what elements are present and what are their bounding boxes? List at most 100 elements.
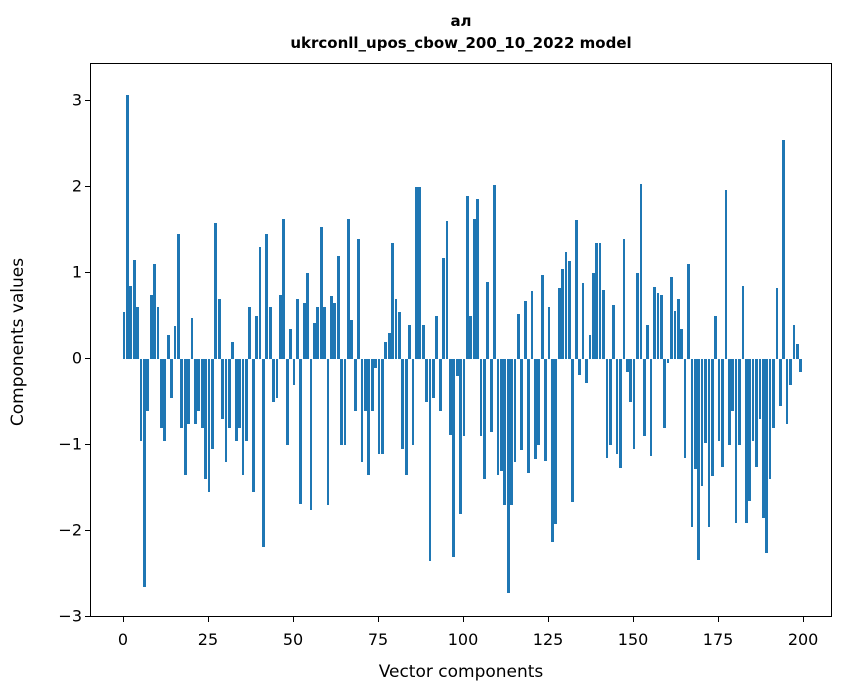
- y-tick-label: 1: [71, 262, 82, 282]
- bar: [302, 303, 306, 360]
- bar: [469, 316, 473, 360]
- bar: [642, 359, 646, 437]
- bar: [731, 359, 735, 411]
- bar: [336, 255, 340, 360]
- bar: [333, 303, 337, 360]
- bar: [625, 359, 629, 372]
- bar: [680, 328, 684, 360]
- bar: [408, 324, 411, 360]
- x-tick-mark: [122, 617, 124, 622]
- y-tick-mark: [85, 444, 90, 446]
- bar: [799, 359, 803, 372]
- bar: [724, 189, 728, 360]
- bar: [357, 238, 360, 360]
- bar: [462, 359, 466, 437]
- y-tick-label: −2: [58, 520, 82, 540]
- bar: [523, 301, 527, 360]
- bar: [323, 307, 326, 360]
- bar: [279, 294, 282, 360]
- bar: [557, 287, 561, 360]
- bar: [472, 218, 476, 360]
- bar: [285, 359, 289, 446]
- bar: [748, 359, 752, 501]
- bar: [313, 322, 316, 360]
- bar: [275, 359, 279, 398]
- bar: [466, 195, 469, 360]
- bar: [758, 359, 762, 420]
- bar: [272, 359, 275, 403]
- bar: [435, 316, 439, 360]
- bar: [653, 286, 656, 360]
- bar: [387, 333, 391, 360]
- bar: [629, 359, 633, 403]
- bar: [289, 328, 292, 360]
- bar: [177, 234, 180, 360]
- bar: [693, 359, 697, 470]
- bar: [330, 296, 333, 360]
- bar: [146, 359, 150, 411]
- bar: [676, 298, 680, 360]
- bar: [564, 252, 568, 360]
- bar: [700, 359, 704, 487]
- bar: [585, 359, 588, 384]
- bar: [360, 359, 364, 463]
- bar: [792, 324, 796, 360]
- bar: [394, 298, 398, 360]
- bar: [761, 359, 765, 519]
- bar: [506, 359, 510, 594]
- y-tick-mark: [85, 616, 90, 618]
- bar: [683, 359, 687, 458]
- bar: [411, 359, 415, 446]
- bar: [540, 274, 544, 360]
- bar: [738, 359, 741, 446]
- bar: [364, 359, 367, 411]
- bar: [476, 199, 479, 360]
- x-tick-label: 75: [367, 630, 389, 649]
- bar: [425, 359, 428, 403]
- y-tick-mark: [85, 186, 90, 187]
- bar: [255, 316, 258, 360]
- x-tick-label: 25: [197, 630, 219, 649]
- bar: [554, 359, 558, 525]
- bar: [789, 359, 792, 385]
- bar: [595, 242, 599, 360]
- bar: [687, 264, 690, 360]
- x-tick-mark: [718, 617, 720, 622]
- bar: [262, 359, 265, 547]
- x-tick-label: 150: [617, 630, 649, 649]
- y-tick-mark: [85, 358, 90, 360]
- bar: [510, 359, 513, 506]
- bar: [721, 359, 724, 467]
- bar: [282, 218, 286, 360]
- bar: [697, 359, 701, 560]
- bar: [139, 359, 143, 441]
- bar: [160, 359, 163, 428]
- bar: [782, 139, 786, 360]
- bar: [316, 307, 320, 360]
- bar: [537, 359, 541, 446]
- bar: [602, 290, 605, 360]
- x-axis-label: Vector components: [378, 662, 544, 682]
- bar: [455, 359, 459, 377]
- bar: [561, 268, 564, 360]
- bar: [520, 359, 524, 451]
- bar: [710, 359, 714, 477]
- plot-area: [90, 63, 832, 617]
- bar: [129, 285, 133, 360]
- bar: [785, 359, 789, 424]
- bar: [727, 359, 731, 446]
- y-tick-mark: [85, 99, 90, 101]
- bar: [612, 304, 616, 360]
- bar: [500, 359, 503, 471]
- y-tick-label: 2: [71, 176, 82, 196]
- bar: [547, 306, 551, 360]
- bar: [513, 359, 517, 463]
- bar: [415, 187, 418, 360]
- y-tick-label: 0: [71, 348, 82, 368]
- bar: [704, 359, 707, 443]
- bar: [744, 359, 748, 523]
- bar: [598, 242, 602, 360]
- bar: [755, 359, 758, 467]
- bar: [493, 185, 496, 360]
- bar: [173, 326, 177, 360]
